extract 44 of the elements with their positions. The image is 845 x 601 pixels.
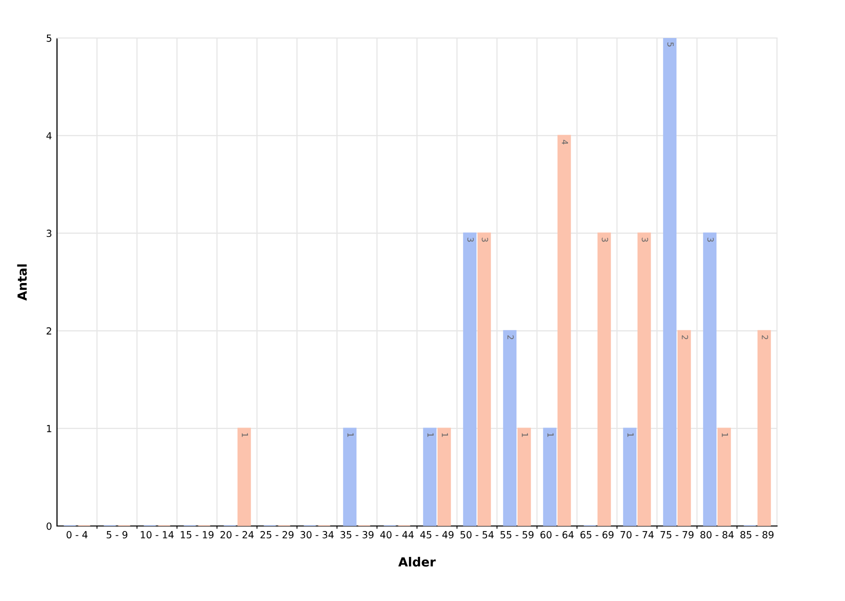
y-tick-label: 5 [46,34,52,42]
x-tick-label: 85 - 89 [740,531,774,538]
data-label: 1 [522,433,528,437]
x-tick-label: 0 - 4 [66,531,88,538]
data-label: 3 [642,238,648,242]
data-label: 3 [707,238,714,242]
x-tick-label: 80 - 84 [700,531,734,538]
x-tick-label: 70 - 74 [620,531,654,538]
x-tick-label: 75 - 79 [660,531,694,538]
x-tick-label: 30 - 34 [300,531,334,538]
x-tick-label: 50 - 54 [460,531,494,538]
data-label: 1 [548,433,554,437]
data-label: 2 [762,335,768,340]
data-label: 4 [562,140,568,144]
y-tick-label: 4 [46,132,52,140]
x-tick-label: 20 - 24 [220,531,254,538]
data-label: 3 [602,238,608,242]
data-label: 1 [348,433,354,437]
y-axis-title: Antal [17,264,27,301]
x-tick-label: 35 - 39 [340,531,374,538]
data-label: 3 [482,238,488,242]
x-tick-label: 5 - 9 [106,531,128,538]
data-label: 1 [242,433,248,437]
data-label: 1 [428,433,434,437]
x-tick-label: 25 - 29 [260,531,294,538]
y-tick-label: 2 [46,327,52,334]
x-tick-label: 15 - 19 [180,531,214,538]
x-tick-label: 60 - 64 [540,531,574,538]
data-label: 2 [508,335,514,340]
data-label: 1 [722,433,728,437]
x-tick-label: 65 - 69 [580,531,614,538]
x-tick-label: 40 - 44 [380,531,414,538]
x-axis-title: Alder [398,556,436,567]
x-tick-label: 45 - 49 [420,531,454,538]
data-label: 1 [442,433,448,437]
data-label: 1 [628,433,634,437]
x-tick-label: 10 - 14 [140,531,174,538]
data-label: 2 [682,335,688,340]
data-label: 3 [467,238,474,242]
y-tick-label: 1 [47,425,52,432]
x-tick-label: 55 - 59 [500,531,534,538]
y-tick-label: 3 [46,230,52,238]
data-label: 5 [667,42,674,46]
y-tick-label: 0 [46,522,52,530]
